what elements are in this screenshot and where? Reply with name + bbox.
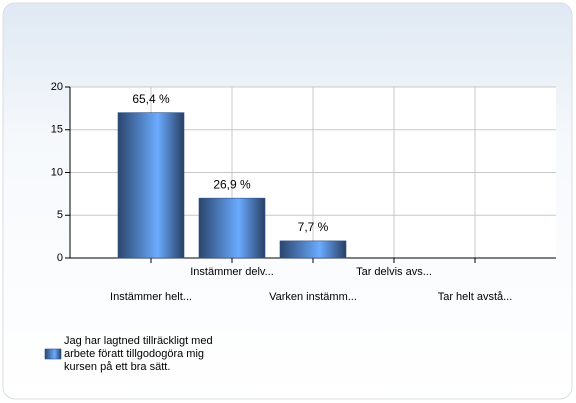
bar <box>198 197 266 259</box>
x-tick-label: Tar helt avstå... <box>438 291 513 303</box>
x-tick-label: Tar delvis avs... <box>356 266 432 278</box>
legend-label: Jag har lagtned tillräckligt med arbete … <box>64 335 213 373</box>
legend-swatch <box>44 348 62 360</box>
y-tick-label: 20 <box>51 81 63 93</box>
bar <box>279 240 347 259</box>
bar <box>117 112 185 259</box>
data-label: 7,7 % <box>298 220 329 234</box>
x-tick-label: Instämmer helt... <box>110 291 192 303</box>
data-label: 26,9 % <box>213 177 251 191</box>
x-tick-label: Varken instämm... <box>269 291 357 303</box>
y-tick-label: 5 <box>57 209 63 221</box>
x-tick-label: Instämmer delv... <box>190 266 274 278</box>
y-tick-label: 10 <box>51 166 63 178</box>
data-label: 65,4 % <box>132 92 170 106</box>
y-tick-label: 0 <box>57 252 63 264</box>
y-tick-label: 15 <box>51 124 63 136</box>
